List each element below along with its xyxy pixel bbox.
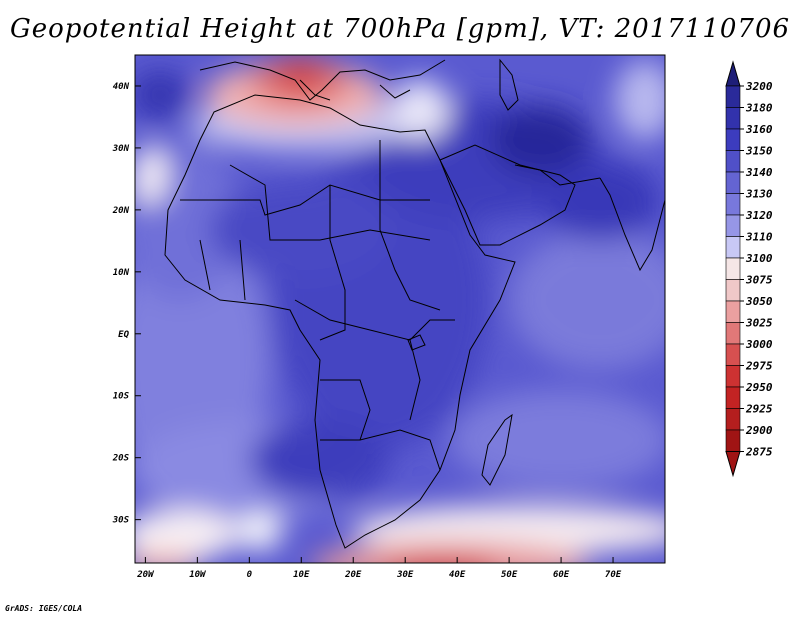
colorbar-label: 3160	[745, 123, 773, 136]
colorbar-swatch	[725, 128, 741, 151]
colorbar-label: 3050	[745, 295, 773, 308]
colorbar-bottom-arrow	[725, 451, 741, 478]
plot-frame	[134, 54, 666, 564]
colorbar-swatch	[725, 107, 741, 130]
colorbar-label: 2950	[745, 381, 773, 394]
colorbar-swatch	[725, 236, 741, 259]
colorbar-swatch	[725, 214, 741, 237]
colorbar-label: 3180	[745, 102, 773, 115]
colorbar-swatch	[725, 171, 741, 194]
coastlines	[164, 58, 665, 549]
lon-tick-label: 20W	[136, 570, 155, 580]
lon-tick-label: 40E	[449, 570, 466, 580]
colorbar-swatch	[725, 408, 741, 431]
colorbar-label: 3110	[745, 231, 773, 244]
lon-tick-label: 70E	[605, 570, 622, 580]
colorbar-swatch	[725, 343, 741, 366]
lon-tick-label: 30E	[396, 570, 414, 580]
colorbar-label: 3100	[745, 252, 773, 265]
lat-tick-label: 20N	[112, 206, 130, 216]
colorbar-label: 3130	[745, 188, 773, 201]
colorbar-label: 3075	[745, 274, 773, 287]
geopotential-field	[135, 55, 665, 563]
colorbar-label: 3025	[745, 317, 773, 330]
lat-tick-label: 40N	[113, 82, 130, 92]
colorbar-label: 3120	[745, 209, 773, 222]
colorbar-swatch	[725, 386, 741, 409]
colorbar-label: 3150	[745, 145, 773, 158]
colorbar-label: 3000	[745, 338, 773, 351]
lon-tick-label: 10W	[189, 570, 207, 580]
footer-credit: GrADS: IGES/COLA	[5, 604, 83, 613]
colorbar-label: 2925	[745, 403, 773, 416]
colorbar-top-arrow	[725, 60, 741, 87]
colorbar-swatch	[725, 85, 741, 108]
colorbar-label: 3140	[745, 166, 773, 179]
colorbar-swatch	[725, 193, 741, 216]
lon-tick-label: 50E	[501, 570, 518, 580]
colorbar-label: 2875	[745, 446, 773, 459]
colorbar: 3200 3180 3160 3150 3140 3130 3120 3110 3100 3075…	[725, 60, 773, 478]
colorbar-swatch	[725, 300, 741, 323]
colorbar-swatch	[725, 257, 741, 280]
colorbar-swatch	[725, 279, 741, 302]
colorbar-label: 3200	[745, 80, 773, 93]
colorbar-label: 2900	[745, 424, 773, 437]
lat-tick-label: 20S	[112, 454, 130, 464]
lat-tick-label: 30S	[112, 516, 130, 526]
lat-tick-label: 30N	[112, 144, 130, 154]
lat-tick-label: 10S	[113, 392, 130, 402]
map-title: Geopotential Height at 700hPa [gpm], VT:…	[9, 14, 791, 44]
colorbar-label: 2975	[745, 360, 773, 373]
colorbar-swatch	[725, 365, 741, 388]
lon-tick-label: 10E	[293, 570, 310, 580]
longitude-axis: 20W 10W 0 10E 20E 30E 40E 50E 60E 70E	[136, 557, 622, 580]
latitude-axis: 40N 30N 20N 10N EQ 10S 20S 30S	[112, 82, 141, 526]
lat-tick-label: EQ	[118, 330, 129, 340]
lon-tick-label: 60E	[553, 570, 570, 580]
lat-tick-label: 10N	[113, 268, 130, 278]
lon-tick-label: 20E	[344, 570, 362, 580]
colorbar-swatch	[725, 150, 741, 173]
lon-tick-label: 0	[247, 570, 253, 580]
colorbar-swatch	[725, 322, 741, 345]
colorbar-swatch	[725, 429, 741, 452]
